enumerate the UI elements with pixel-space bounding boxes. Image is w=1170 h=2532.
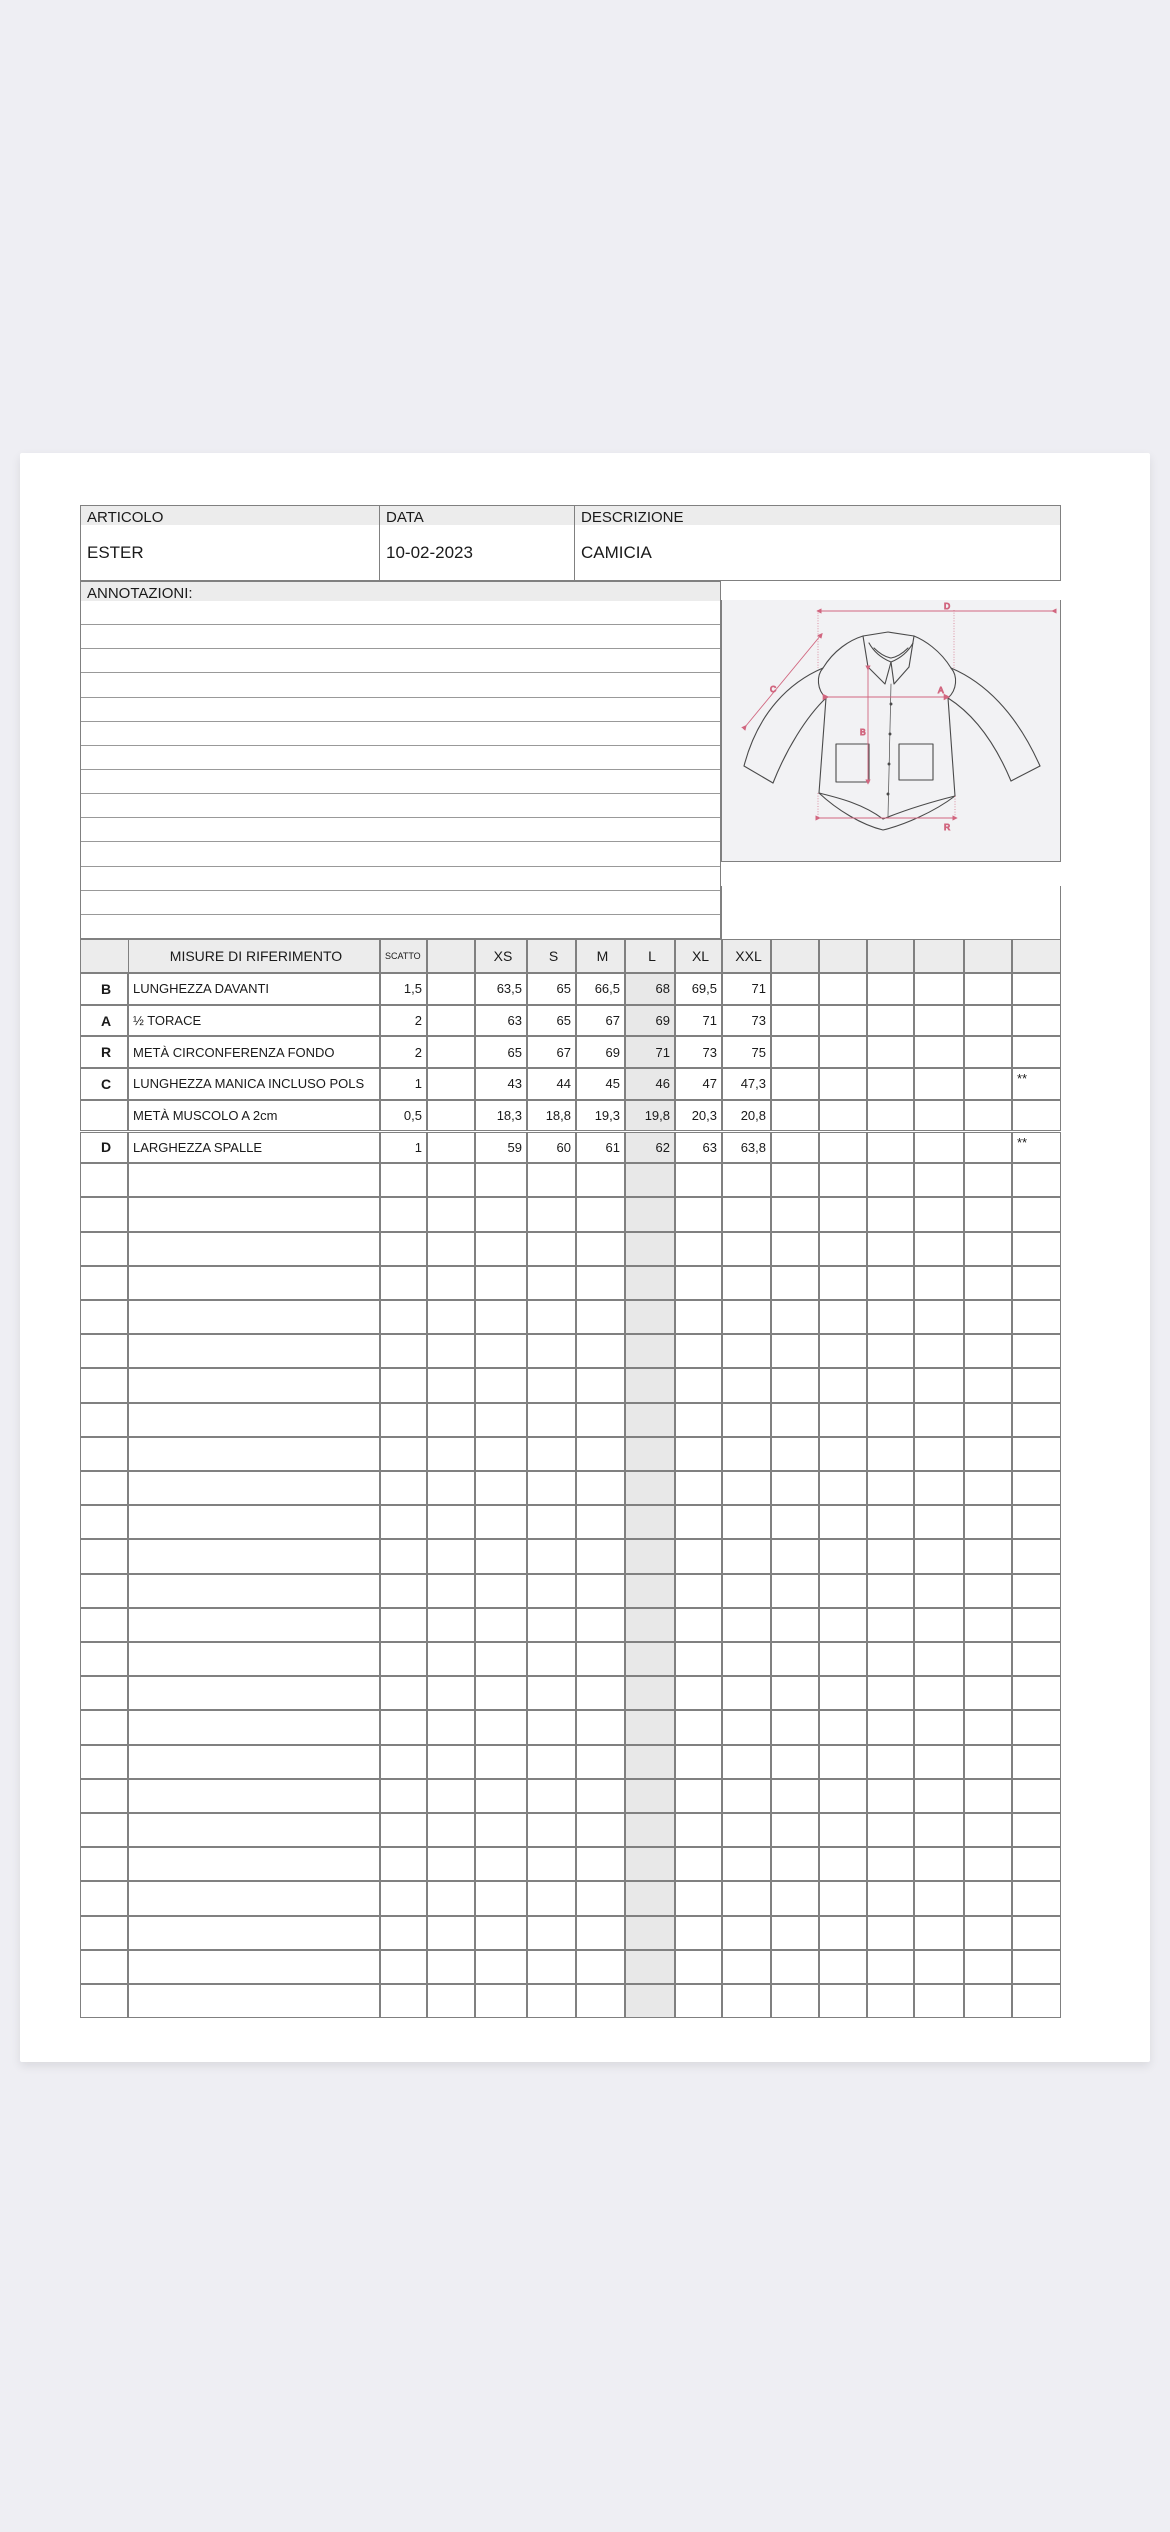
svg-text:D: D — [944, 601, 950, 611]
svg-text:B: B — [860, 727, 866, 737]
svg-text:A: A — [938, 685, 944, 695]
svg-text:C: C — [770, 684, 776, 694]
svg-text:R: R — [944, 822, 950, 832]
